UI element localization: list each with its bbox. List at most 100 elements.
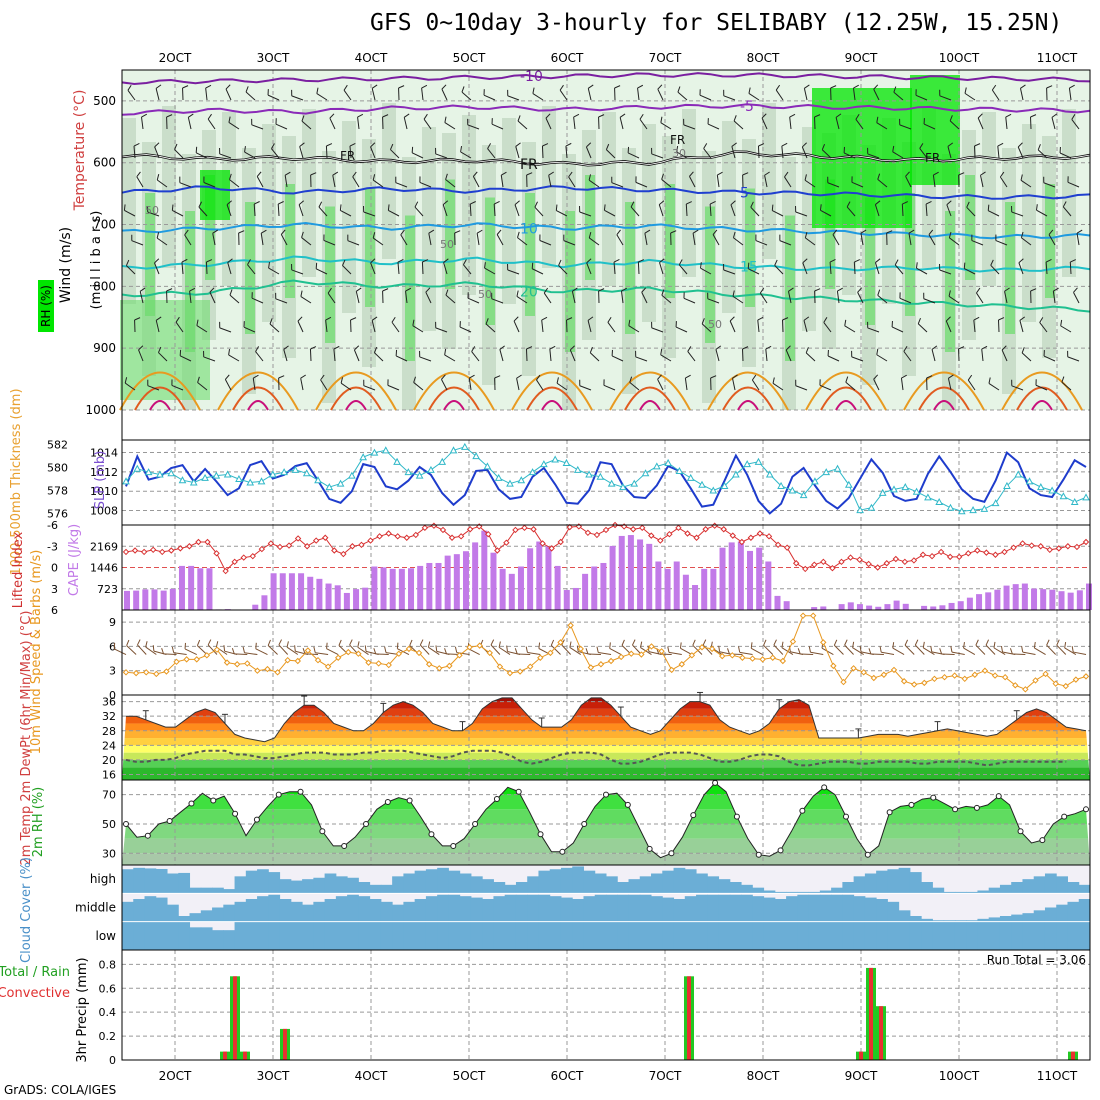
wind-barb xyxy=(765,349,768,362)
wind-barb-flag xyxy=(141,113,148,118)
thickness-point xyxy=(427,465,435,473)
wind-barb xyxy=(256,176,264,188)
lifted-index-point xyxy=(349,543,356,550)
wind-barb-flag xyxy=(732,231,736,238)
precip-frame xyxy=(121,949,1091,1061)
wind-10m-barb-flag xyxy=(914,639,919,646)
cloud-cell-middle xyxy=(808,894,821,922)
cape-bar xyxy=(206,568,213,610)
lifted-index-point xyxy=(711,522,718,529)
wind-barb-flag xyxy=(212,229,219,234)
wind-barb-flag xyxy=(677,86,681,93)
wind-barb xyxy=(463,264,472,275)
wind-barb xyxy=(514,204,520,217)
cloud-cell-high xyxy=(302,879,314,894)
wind-barb-flag xyxy=(1017,142,1023,148)
wind-barb-flag xyxy=(973,316,980,321)
cloud-cell-high xyxy=(797,891,810,894)
wind-barb-flag xyxy=(805,347,809,354)
wind-barb-flag xyxy=(686,201,692,205)
wind-10m-barb-flag xyxy=(223,645,226,652)
wind-barb-flag xyxy=(981,345,988,350)
wind-10m-barb-flag xyxy=(879,646,882,653)
wind-speed-point xyxy=(850,665,857,672)
wind-barb-flag xyxy=(670,230,677,234)
wind-barb xyxy=(372,237,384,246)
rh-point xyxy=(843,813,849,820)
wind-barb xyxy=(851,356,864,362)
wind-barb-flag xyxy=(846,201,851,208)
wind-10m-barb-flag xyxy=(267,639,271,646)
wind-10m-barb-flag xyxy=(727,648,730,655)
thickness-point xyxy=(777,481,785,489)
wind-speed-point xyxy=(638,651,645,658)
wind-barb xyxy=(917,323,928,333)
wind-barb xyxy=(876,354,888,362)
wind-barb xyxy=(467,297,480,304)
wind-speed-point xyxy=(557,639,564,646)
wind-barb-flag xyxy=(316,87,319,94)
cape-bar xyxy=(1031,588,1038,610)
wind-10m-barb-flag xyxy=(444,648,447,655)
temp-band xyxy=(122,708,1090,717)
rh-band xyxy=(122,838,1090,854)
rh-point xyxy=(319,828,326,835)
wind-barb xyxy=(556,210,568,217)
lifted-index-point xyxy=(602,526,610,534)
wind-speed-point xyxy=(931,675,938,683)
temp-band xyxy=(122,723,1090,731)
rh-shade-mid xyxy=(722,121,736,313)
wind-barb-flag xyxy=(715,345,722,350)
cloud-cell-middle xyxy=(470,897,483,922)
wind-10m-barb xyxy=(163,653,177,656)
wind-barb-flag xyxy=(327,287,332,294)
wind-speed-point xyxy=(809,612,817,619)
rh-shade-green xyxy=(205,175,215,280)
wind-10m-barb-flag xyxy=(963,642,965,649)
wind-speed-point xyxy=(577,645,584,653)
wind-barb xyxy=(224,379,232,391)
thickness-tick-label: 580 xyxy=(47,462,68,475)
x-tick-label-top: 8OCT xyxy=(747,51,780,65)
wind-barb-flag xyxy=(397,258,404,263)
wind-barb xyxy=(403,117,408,130)
cape-bar xyxy=(408,568,415,610)
wind-barb-flag xyxy=(532,87,535,94)
wind-barb-flag xyxy=(443,258,449,263)
precip-conv-bar xyxy=(223,1051,227,1060)
wind-barb xyxy=(1069,261,1072,275)
wind-barb-flag xyxy=(166,114,173,118)
wind-10m-barb-flag xyxy=(808,646,811,653)
wind-barb xyxy=(801,146,808,159)
wind-barb-flag xyxy=(1048,229,1054,235)
wind-barb-flag xyxy=(733,115,737,122)
wind-barb xyxy=(1062,206,1072,217)
wind-10m-barb xyxy=(173,652,187,656)
wind-barb xyxy=(271,148,280,159)
cloud-cell-high xyxy=(921,882,933,894)
thickness-point xyxy=(720,481,729,489)
cloud-cell-low xyxy=(594,921,607,950)
run-total-label: Run Total = 3.06 xyxy=(987,953,1086,967)
thickness-point xyxy=(1036,483,1045,491)
lifted-index-point xyxy=(240,554,247,561)
isotherm-fr-inner xyxy=(121,151,1091,166)
wind-barb-flag xyxy=(372,174,376,181)
cloud-cell-low xyxy=(335,921,348,950)
wind-barb-flag xyxy=(269,318,273,325)
cloud-cell-low xyxy=(954,921,967,950)
wind-barb-flag xyxy=(945,316,951,322)
rh-shade-mid xyxy=(1022,124,1036,322)
wind-10m-barb xyxy=(517,653,531,656)
wind-barb-flag xyxy=(155,316,162,321)
cloud-cell-high xyxy=(223,889,236,894)
wind-10m-barb-flag xyxy=(231,648,235,655)
cloud-cell-low xyxy=(527,921,539,950)
rh-shade-mid xyxy=(162,106,176,268)
wind-barb-flag xyxy=(421,84,428,89)
wind-barb xyxy=(548,175,552,188)
cloud-cell-low xyxy=(831,921,843,950)
wind-barb-flag xyxy=(692,229,699,234)
wind-barb-flag xyxy=(977,113,983,119)
wind-speed-point xyxy=(719,652,726,660)
